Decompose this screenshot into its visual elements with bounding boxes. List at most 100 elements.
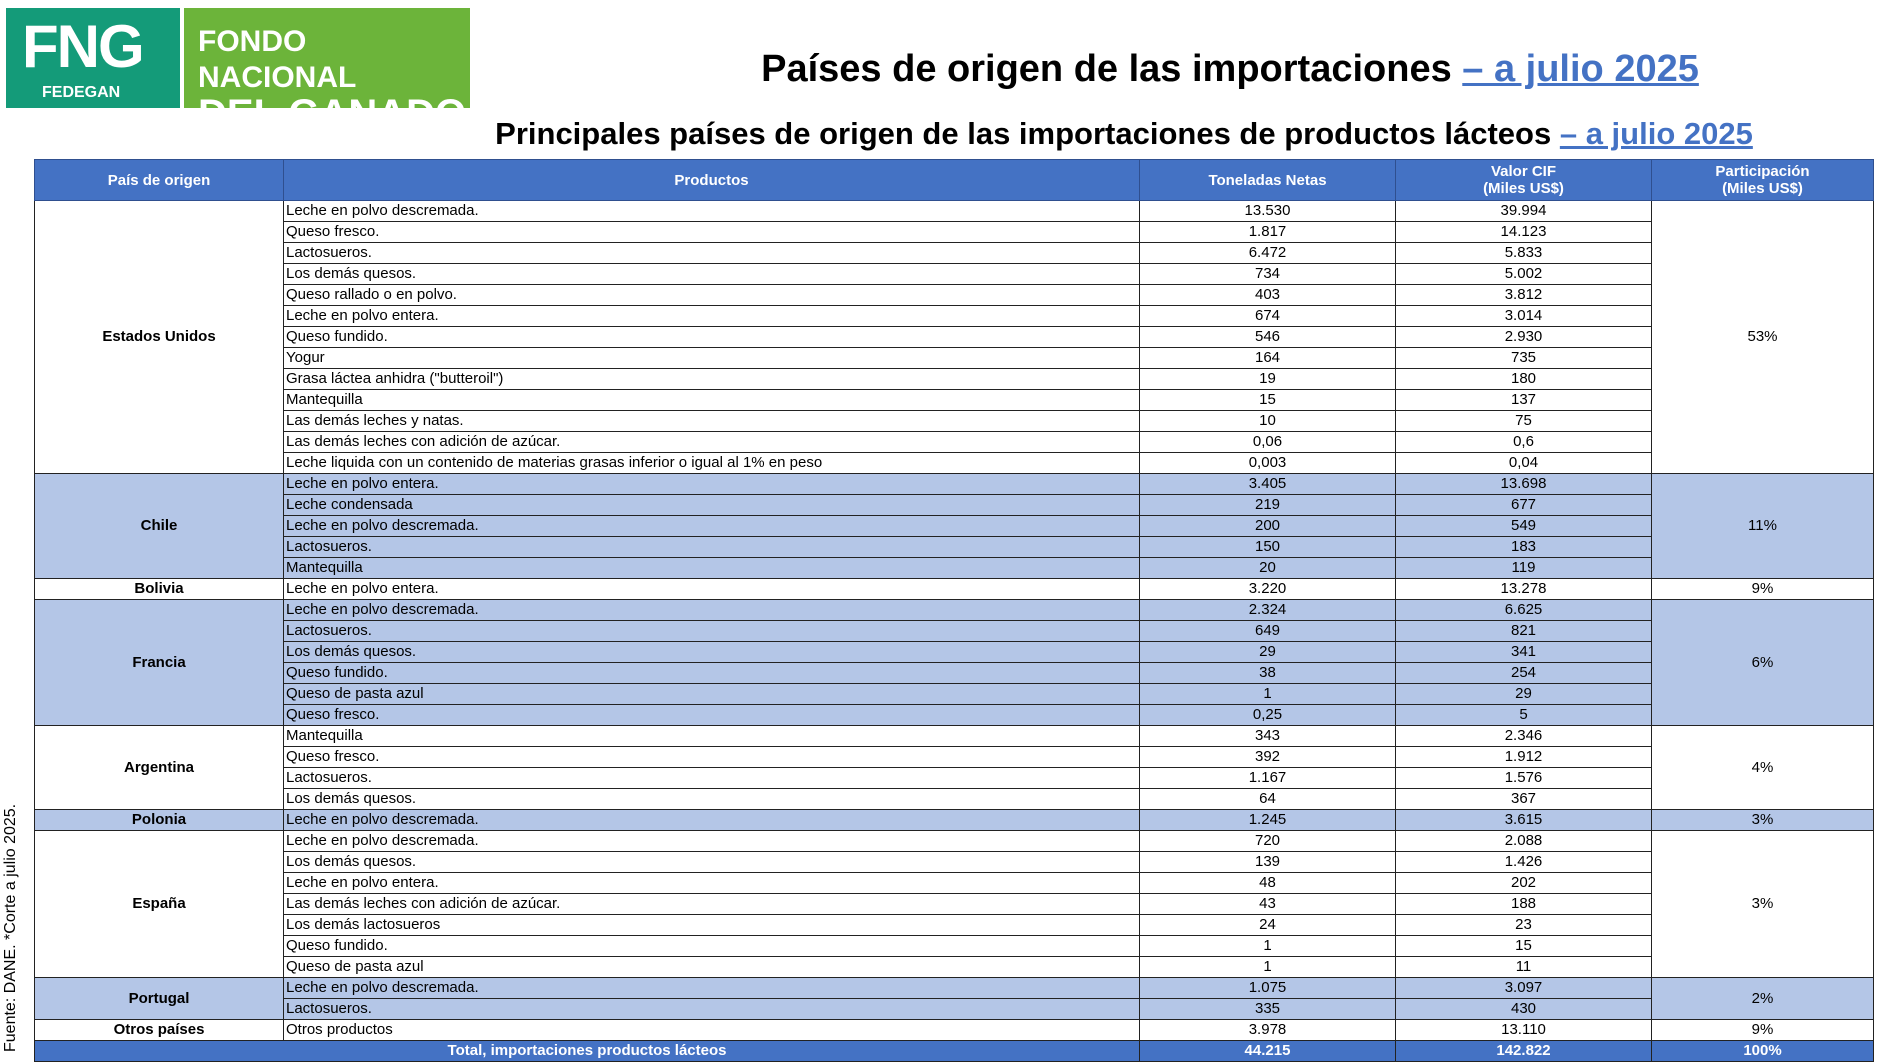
tons-cell: 3.405 [1139,473,1396,495]
tons-cell: 734 [1139,263,1396,285]
title-text: Países de origen de las importaciones [761,48,1452,90]
tons-cell: 38 [1139,662,1396,684]
value-cell: 821 [1395,620,1652,642]
total-cell: 100% [1651,1040,1874,1062]
header-row: País de origen Productos Toneladas Netas Va… [34,159,1874,201]
value-cell: 549 [1395,515,1652,537]
value-cell: 5.002 [1395,263,1652,285]
product-cell: Los demás quesos. [283,851,1140,873]
tons-cell: 1 [1139,935,1396,957]
value-cell: 0,6 [1395,431,1652,453]
product-cell: Leche en polvo entera. [283,473,1140,495]
title-link[interactable]: – a julio 2025 [1462,48,1699,90]
tons-cell: 29 [1139,641,1396,663]
data-row: Polonia Leche en polvo descremada. 1.245 3.… [34,809,1874,831]
product-cell: Queso fundido. [283,326,1140,348]
value-cell: 39.994 [1395,200,1652,222]
data-row: Lactosueros. 1.167 1.576 [35,767,1874,789]
product-cell: Las demás leches con adición de azúcar. [283,893,1140,915]
value-cell: 13.278 [1395,578,1652,600]
share-cell: 9% [1651,578,1874,600]
subtitle-link[interactable]: – a julio 2025 [1559,116,1753,151]
tons-cell: 43 [1139,893,1396,915]
tons-cell: 64 [1139,788,1396,810]
value-cell: 1.576 [1395,767,1652,789]
data-row: Yogur 164 735 [35,347,1874,369]
value-cell: 183 [1395,536,1652,558]
tons-cell: 1.245 [1139,809,1396,831]
data-row: Los demás quesos. 29 341 [35,641,1874,663]
product-cell: Lactosueros. [283,620,1140,642]
share-cell: 11% [1651,473,1874,579]
product-cell: Los demás quesos. [283,263,1140,285]
data-row: Los demás quesos. 139 1.426 [35,851,1874,873]
data-row: España Leche en polvo descremada. 720 2.088… [34,830,1874,978]
product-cell: Queso fresco. [283,704,1140,726]
column-header: País de origen [34,159,284,201]
share-cell: 3% [1651,830,1874,978]
logo-org: FEDEGAN [42,84,121,101]
country-cell: Otros países [34,1019,284,1041]
value-cell: 677 [1395,494,1652,516]
tons-cell: 0,25 [1139,704,1396,726]
share-cell: 53% [1651,200,1874,474]
product-cell: Lactosueros. [283,242,1140,264]
value-cell: 11 [1395,956,1652,978]
country-cell: Portugal [34,977,284,1020]
logo-line: FONDO NACIONAL [198,25,357,94]
product-cell: Los demás quesos. [283,641,1140,663]
tons-cell: 649 [1139,620,1396,642]
logo-mark: FNG FEDEGAN [4,6,182,110]
data-row: Las demás leches con adición de azúcar. 4… [35,893,1874,915]
header-line: País de origen [107,171,211,189]
value-cell: 367 [1395,788,1652,810]
share-cell: 2% [1651,977,1874,1020]
value-cell: 23 [1395,914,1652,936]
product-cell: Queso de pasta azul [283,956,1140,978]
logo: FNG FEDEGAN FONDO NACIONAL DEL GANADO [4,6,472,134]
data-row: Queso fresco. 0,25 5 [35,704,1874,726]
product-cell: Mantequilla [283,557,1140,579]
data-row: Leche liquida con un contenido de materi… [35,452,1874,474]
product-cell: Lactosueros. [283,998,1140,1020]
tons-cell: 200 [1139,515,1396,537]
value-cell: 3.812 [1395,284,1652,306]
column-header: Productos [283,159,1140,201]
value-cell: 119 [1395,557,1652,579]
country-cell: Polonia [34,809,284,831]
value-cell: 430 [1395,998,1652,1020]
product-cell: Mantequilla [283,389,1140,411]
value-cell: 2.088 [1395,830,1652,852]
total-cell: 142.822 [1395,1040,1652,1062]
value-cell: 1.426 [1395,851,1652,873]
product-cell: Leche en polvo descremada. [283,809,1140,831]
product-cell: Yogur [283,347,1140,369]
value-cell: 3.014 [1395,305,1652,327]
source-note: Fuente: DANE. *Corte a julio 2025. [2,803,19,1052]
total-cell: 44.215 [1139,1040,1396,1062]
tons-cell: 1.075 [1139,977,1396,999]
value-cell: 254 [1395,662,1652,684]
value-cell: 14.123 [1395,221,1652,243]
data-row: Leche en polvo descremada. 200 549 [35,515,1874,537]
country-cell: Francia [34,599,284,726]
tons-cell: 335 [1139,998,1396,1020]
data-row: Lactosueros. 335 430 [35,998,1874,1020]
product-cell: Leche en polvo descremada. [283,599,1140,621]
column-header: Valor CIF (Miles US$) [1395,159,1652,201]
data-row: Argentina Mantequilla 343 2.346 4% [34,725,1874,810]
data-row: Estados Unidos Leche en polvo descremada.… [34,200,1874,474]
product-cell: Las demás leches con adición de azúcar. [283,431,1140,453]
data-row: Las demás leches y natas. 10 75 [35,410,1874,432]
tons-cell: 150 [1139,536,1396,558]
tons-cell: 403 [1139,284,1396,306]
value-cell: 3.615 [1395,809,1652,831]
data-row: Los demás lactosueros 24 23 [35,914,1874,936]
tons-cell: 219 [1139,494,1396,516]
data-row: Grasa láctea anhidra ("butteroil") 19 180 [35,368,1874,390]
value-cell: 1.912 [1395,746,1652,768]
tons-cell: 19 [1139,368,1396,390]
product-cell: Mantequilla [283,725,1140,747]
data-row: Queso fundido. 38 254 [35,662,1874,684]
